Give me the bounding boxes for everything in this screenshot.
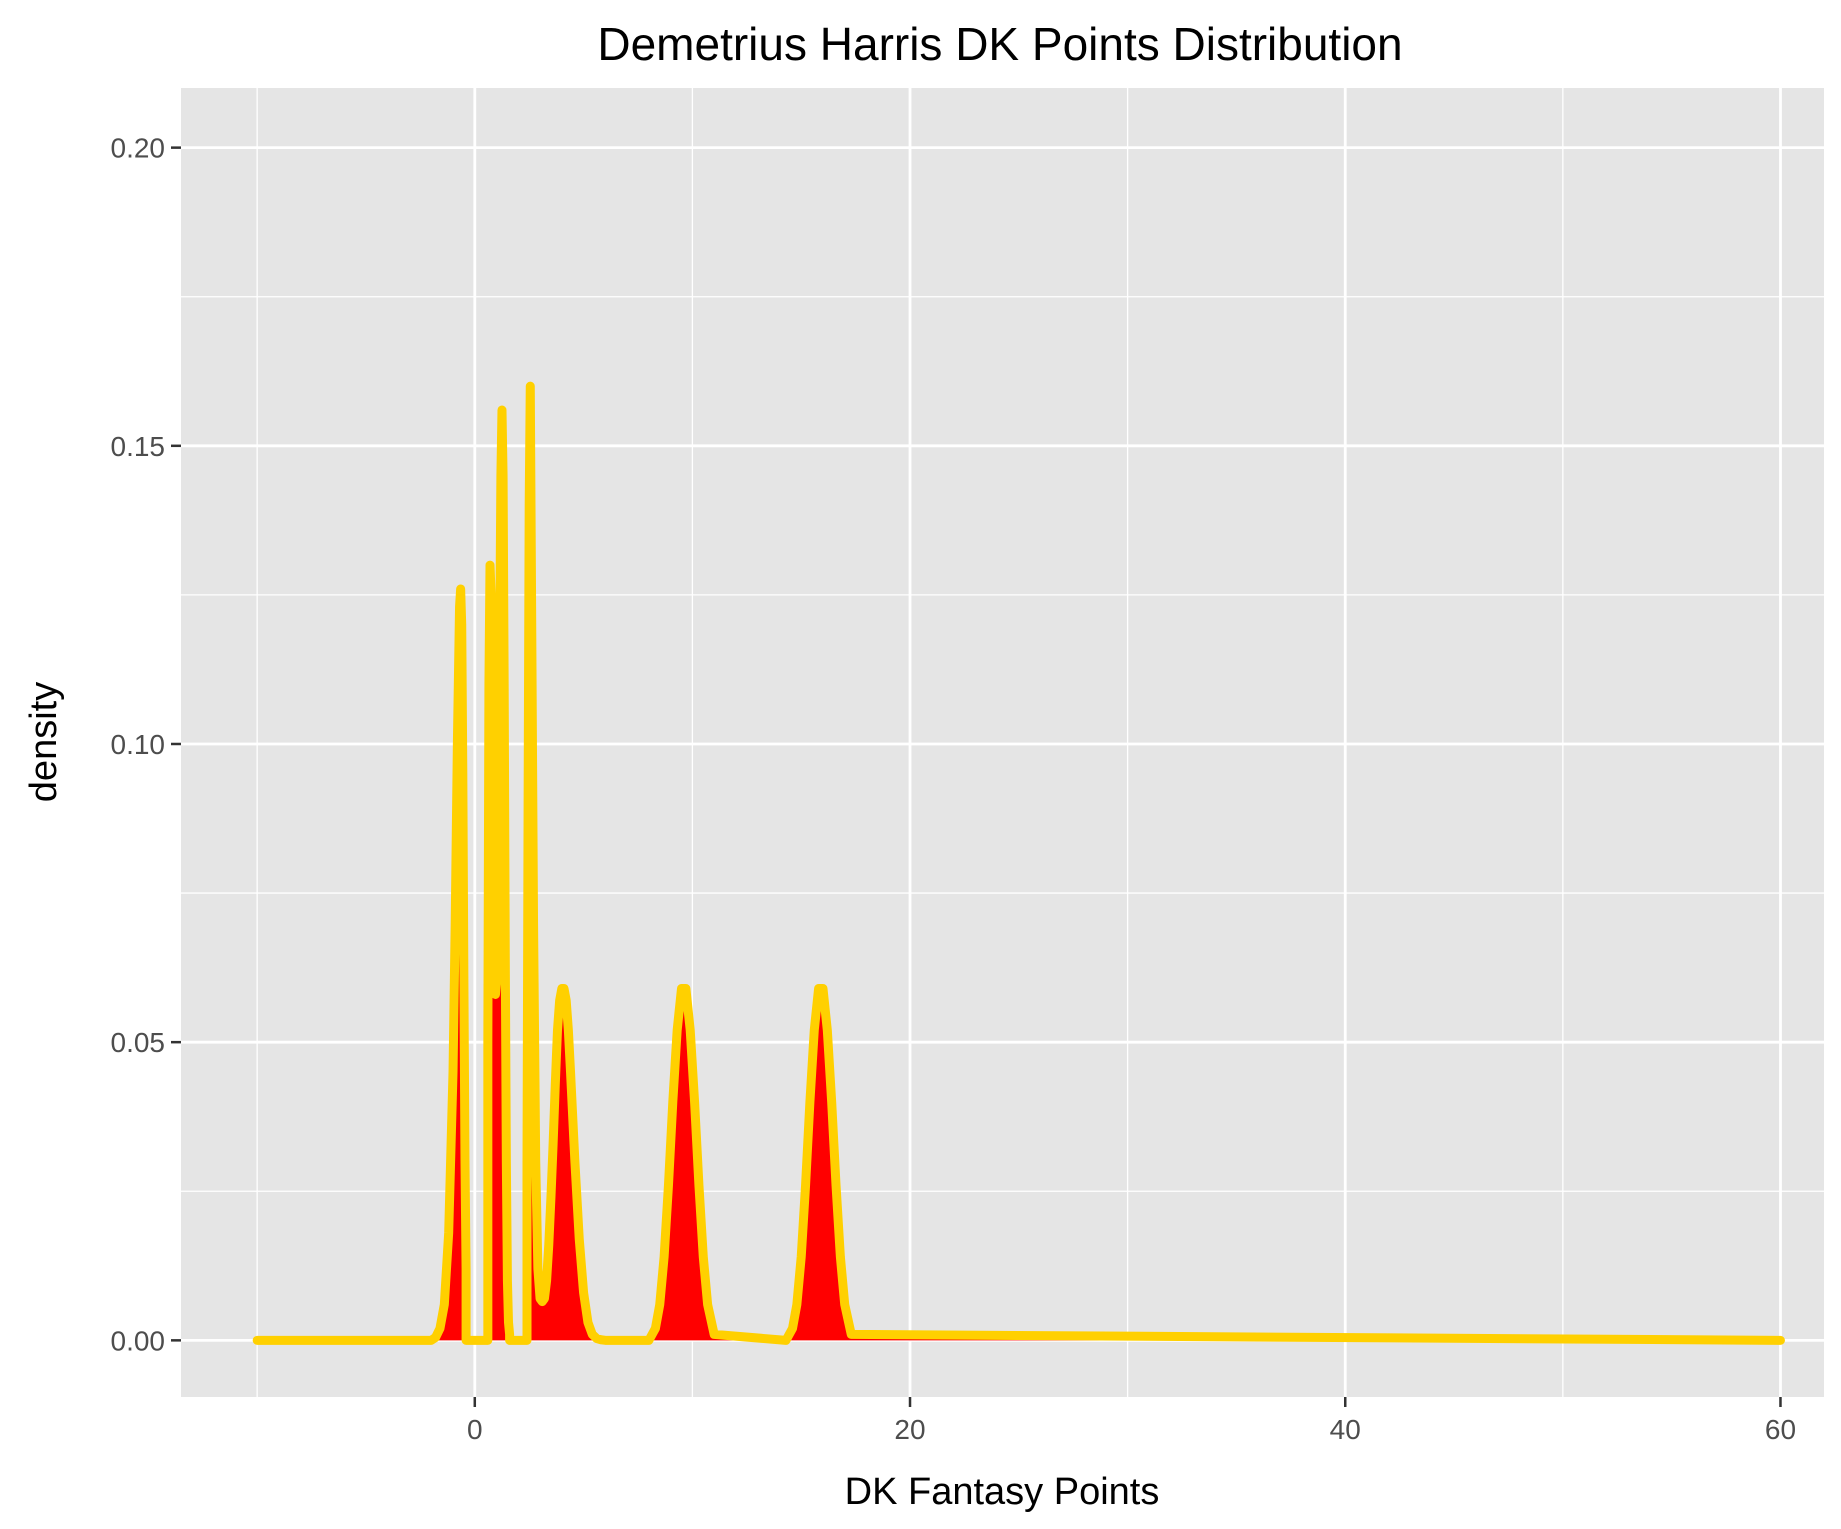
x-axis: 0 20 40 60	[467, 1397, 1796, 1445]
x-tick-label: 20	[894, 1414, 925, 1445]
x-tick-label: 40	[1330, 1414, 1361, 1445]
x-axis-title: DK Fantasy Points	[845, 1471, 1160, 1513]
major-gridlines	[181, 88, 1824, 1397]
y-tick-label: 0.05	[111, 1027, 166, 1058]
y-tick-label: 0.10	[111, 729, 166, 760]
x-tick-label: 60	[1765, 1414, 1796, 1445]
y-tick-label: 0.15	[111, 431, 166, 462]
minor-gridlines	[181, 88, 1824, 1397]
density-curve-line	[252, 381, 1785, 1345]
x-tick-label: 0	[467, 1414, 483, 1445]
plot-panel	[181, 88, 1824, 1397]
chart-title: Demetrius Harris DK Points Distribution	[597, 18, 1402, 70]
y-tick-label: 0.00	[111, 1325, 166, 1356]
y-axis: 0.00 0.05 0.10 0.15 0.20	[111, 133, 181, 1356]
y-tick-label: 0.20	[111, 133, 166, 164]
y-axis-title: density	[23, 682, 65, 802]
